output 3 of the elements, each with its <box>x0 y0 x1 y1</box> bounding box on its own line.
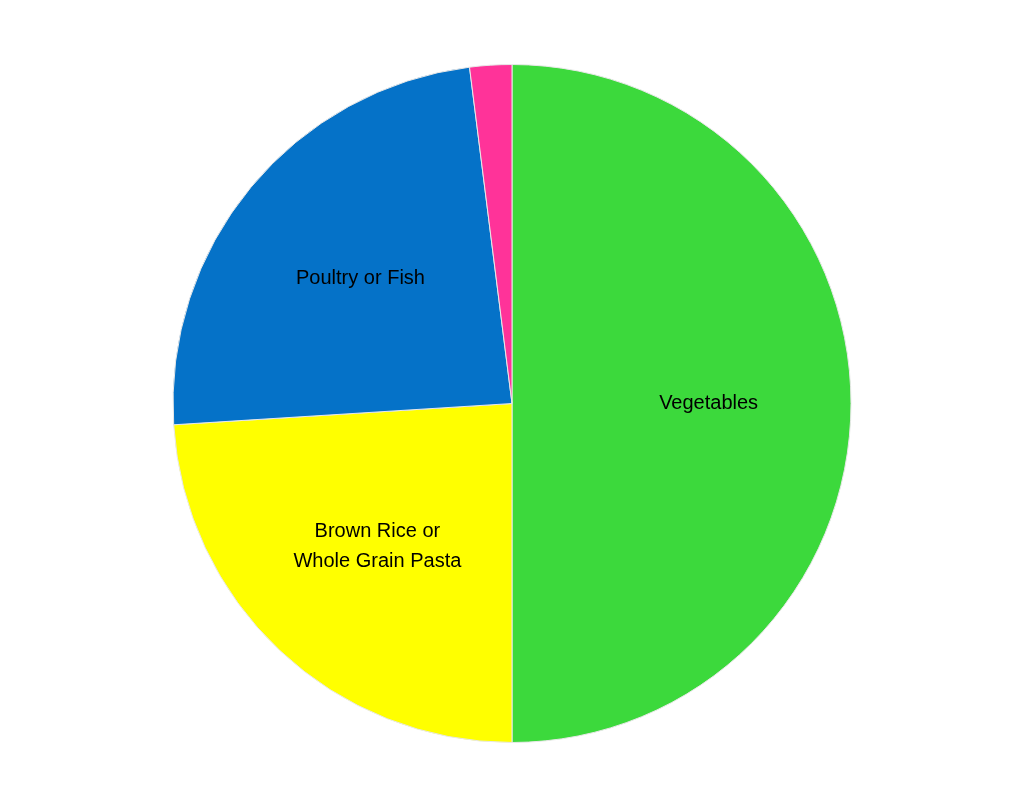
slice-label: Poultry or Fish <box>296 265 425 288</box>
slice-label: Vegetables <box>659 391 759 414</box>
slice-label: Brown Rice or Whole Grain Pasta <box>293 519 463 572</box>
